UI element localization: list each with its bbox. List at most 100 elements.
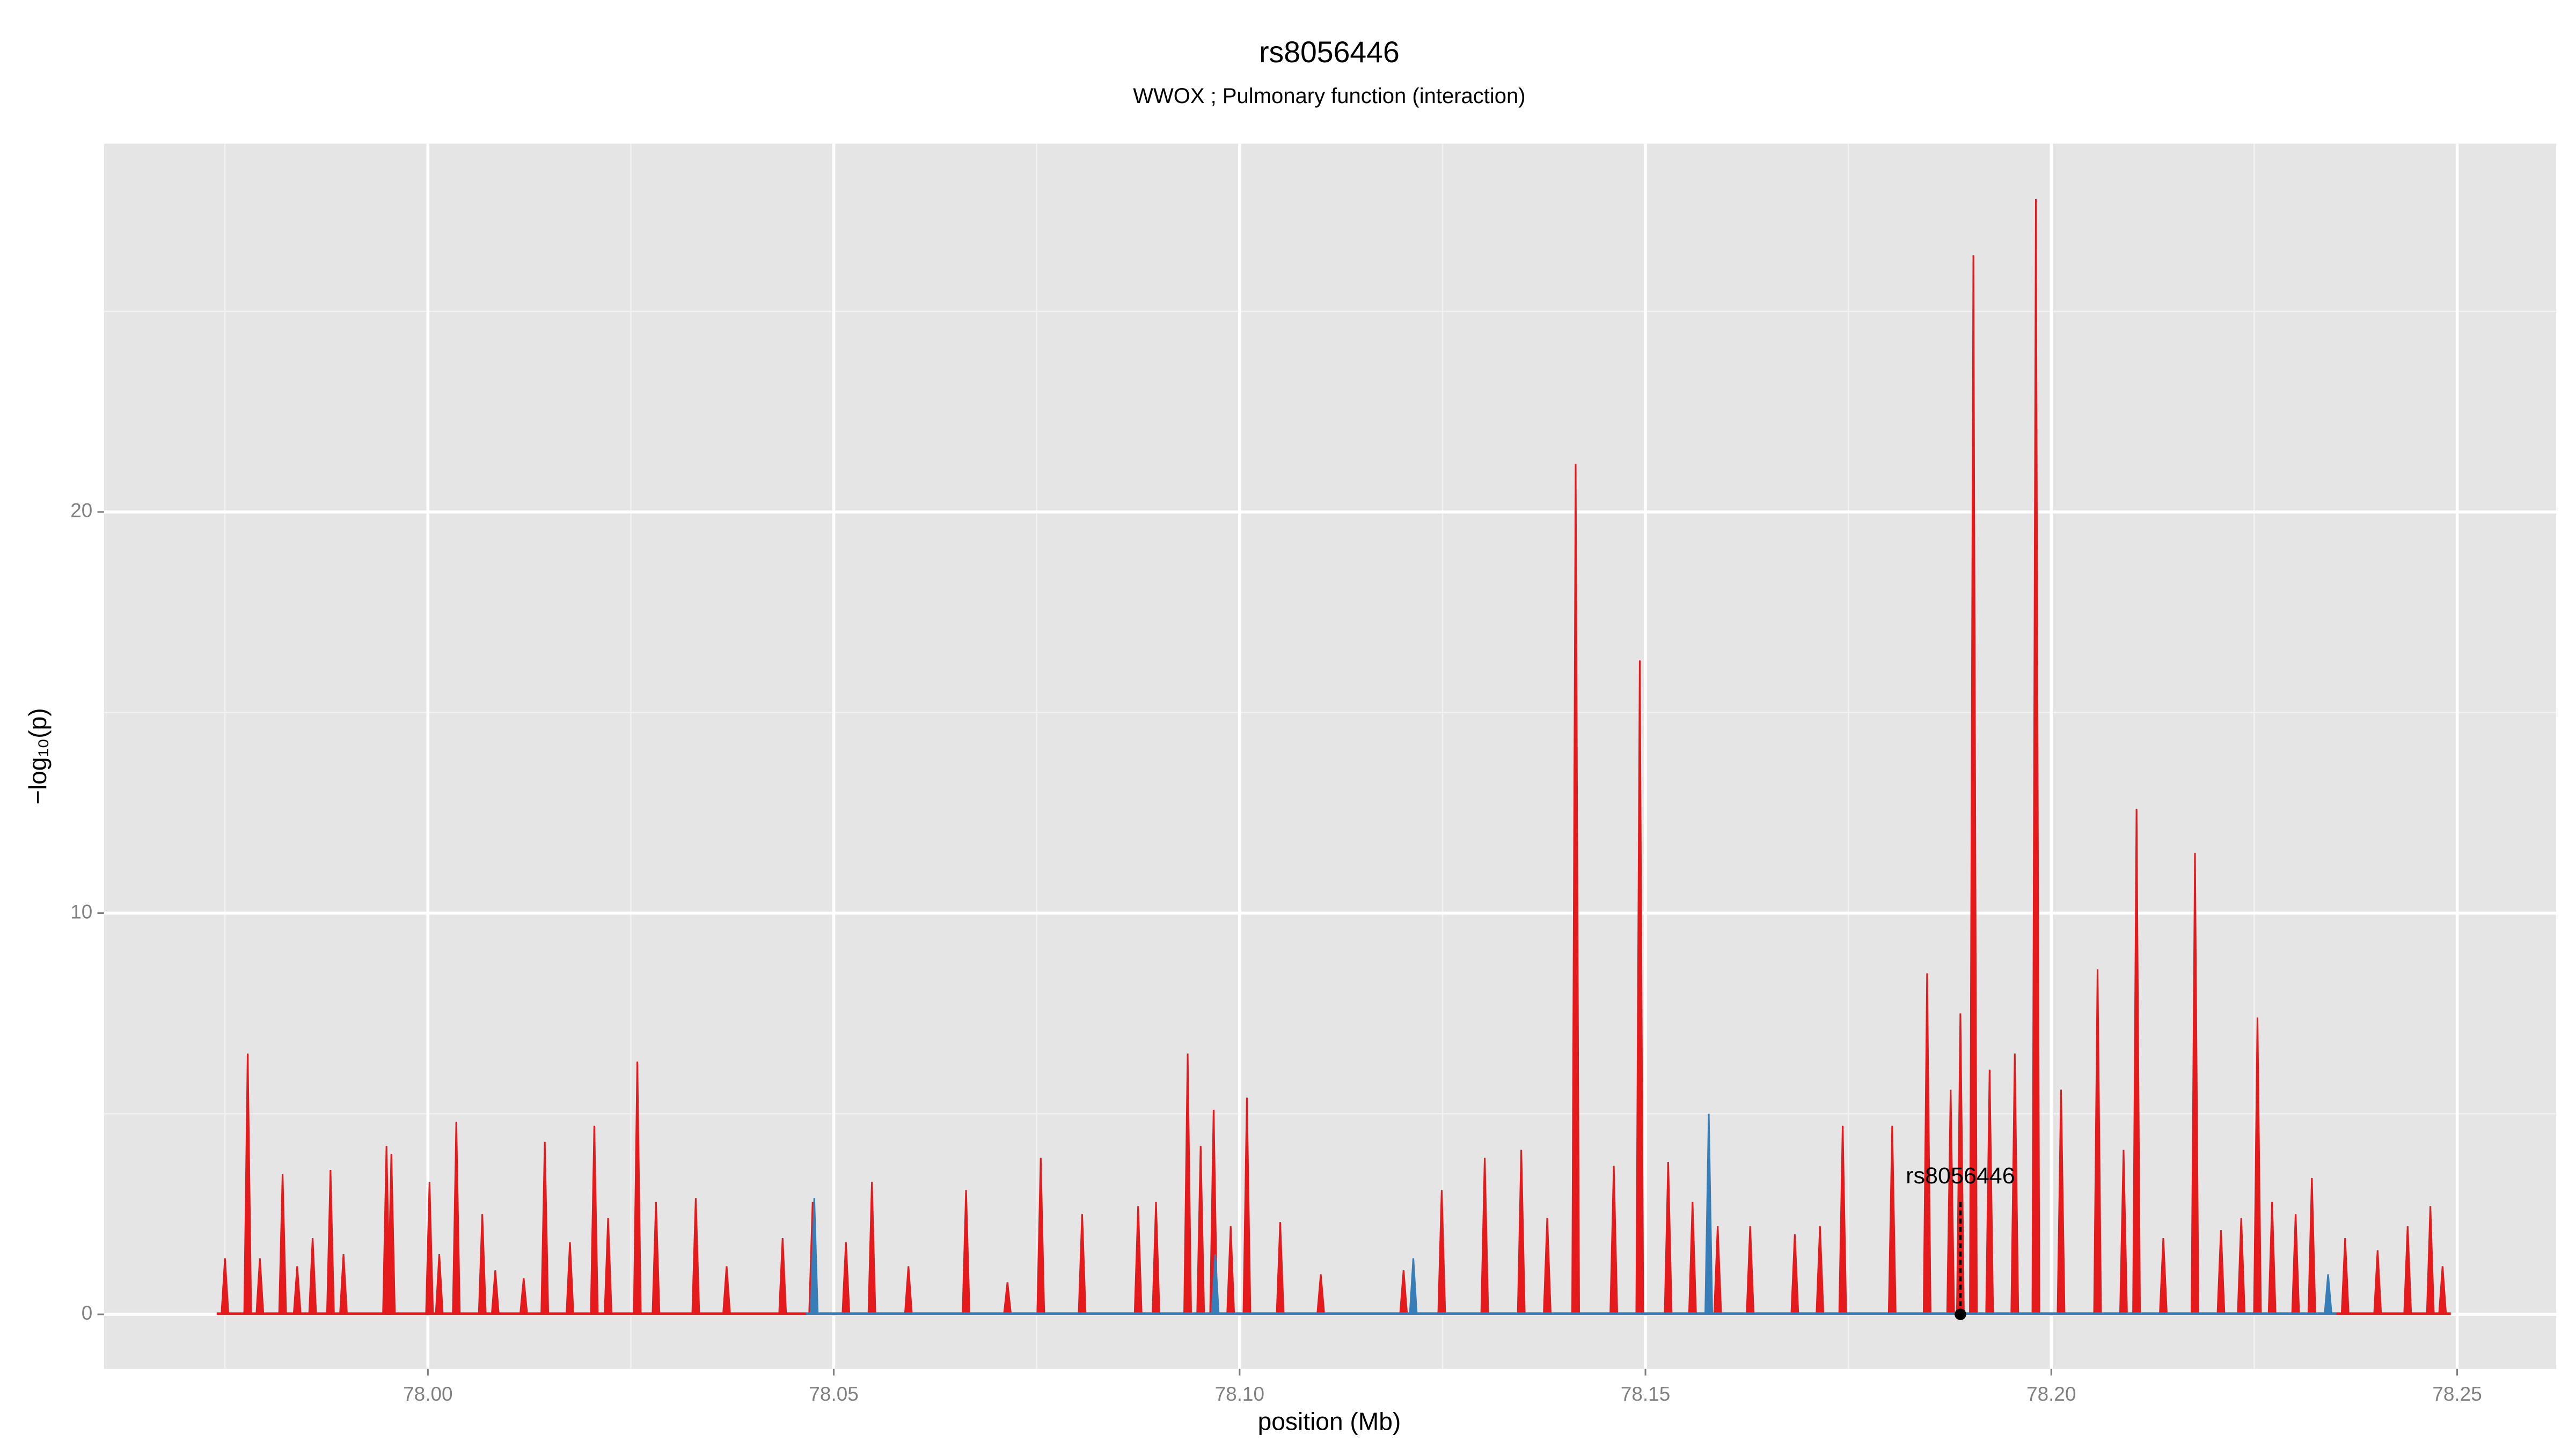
spike	[2031, 199, 2040, 1315]
x-tick-label: 78.05	[809, 1383, 858, 1405]
spike	[1152, 1202, 1161, 1315]
spike	[2057, 1089, 2066, 1315]
spike	[387, 1154, 396, 1315]
x-tick-label: 78.20	[2026, 1383, 2076, 1405]
spike	[2291, 1214, 2300, 1315]
spike	[2093, 969, 2102, 1315]
spike	[1571, 464, 1580, 1315]
spike	[1480, 1158, 1489, 1315]
spike	[962, 1190, 971, 1315]
spike	[2216, 1230, 2226, 1315]
spike	[1003, 1282, 1012, 1315]
spike	[1316, 1274, 1326, 1315]
annotation-point	[1955, 1308, 1966, 1320]
y-tick-label: 20	[70, 500, 92, 522]
spike	[604, 1218, 613, 1315]
y-axis-label: −log₁₀(p)	[24, 708, 52, 804]
plot-panel	[104, 143, 2557, 1369]
spike	[221, 1258, 230, 1315]
spike	[778, 1238, 787, 1315]
spike	[2373, 1250, 2382, 1315]
spike	[308, 1238, 317, 1315]
spike	[1036, 1158, 1045, 1315]
spike	[1838, 1125, 1847, 1315]
spike	[540, 1141, 550, 1315]
spike	[1713, 1226, 1722, 1315]
spike	[1985, 1070, 1994, 1315]
spike	[1211, 1254, 1220, 1315]
spike	[722, 1266, 731, 1315]
x-tick-label: 78.15	[1621, 1383, 1670, 1405]
annotation-label: rs8056446	[1906, 1163, 2015, 1189]
spike	[2132, 809, 2141, 1315]
spike	[1226, 1226, 1235, 1315]
baseline	[806, 1312, 2337, 1315]
spike	[1635, 660, 1644, 1315]
spike	[1242, 1097, 1252, 1315]
x-tick-label: 78.25	[2432, 1383, 2482, 1405]
y-tick-label: 0	[82, 1302, 93, 1324]
spike	[867, 1182, 876, 1315]
spike	[1437, 1190, 1446, 1315]
spike	[904, 1266, 913, 1315]
spike	[435, 1254, 444, 1315]
spike	[1399, 1270, 1408, 1315]
spike	[2307, 1177, 2316, 1315]
spike	[292, 1266, 302, 1315]
spike	[491, 1270, 500, 1315]
spike	[2267, 1202, 2277, 1315]
spike	[1969, 255, 1978, 1315]
spike	[1183, 1053, 1192, 1315]
spike	[519, 1278, 528, 1315]
spike	[2340, 1238, 2350, 1315]
spike	[2159, 1238, 2168, 1315]
spike	[2119, 1150, 2128, 1315]
spike	[2403, 1226, 2412, 1315]
x-axis-label: position (Mb)	[1258, 1407, 1401, 1435]
spike	[1704, 1114, 1714, 1315]
spike	[1196, 1146, 1205, 1315]
spike	[1078, 1214, 1087, 1315]
spike	[278, 1174, 287, 1315]
spike	[339, 1254, 348, 1315]
spike	[255, 1258, 265, 1315]
x-tick-label: 78.10	[1215, 1383, 1264, 1405]
spike	[1543, 1218, 1552, 1315]
spike	[478, 1214, 487, 1315]
spike	[652, 1202, 661, 1315]
spike	[1922, 973, 1931, 1315]
x-tick-label: 78.00	[403, 1383, 452, 1405]
spike	[2253, 1017, 2262, 1315]
spike	[810, 1198, 819, 1315]
chart-title: rs8056446	[1259, 35, 1400, 69]
spike	[1276, 1222, 1285, 1315]
spike	[243, 1053, 252, 1315]
spike	[1816, 1226, 1825, 1315]
spike	[2010, 1053, 2019, 1315]
spike	[841, 1242, 851, 1315]
spike	[1956, 1013, 1965, 1315]
spike	[2438, 1266, 2447, 1315]
spike	[1133, 1206, 1143, 1315]
spike	[1609, 1166, 1619, 1315]
spike	[2191, 853, 2200, 1315]
spike	[2237, 1218, 2246, 1315]
spike	[566, 1242, 575, 1315]
spike	[2426, 1206, 2435, 1315]
spike	[633, 1062, 642, 1315]
spike	[326, 1169, 335, 1315]
spike	[1688, 1202, 1697, 1315]
spike	[691, 1198, 700, 1315]
spike	[1946, 1089, 1955, 1315]
y-tick-label: 10	[70, 901, 92, 923]
spike	[452, 1122, 461, 1315]
spike	[1409, 1258, 1418, 1315]
spike	[1517, 1150, 1526, 1315]
chart-subtitle: WWOX ; Pulmonary function (interaction)	[1133, 84, 1525, 108]
spike	[2324, 1274, 2333, 1315]
spike	[425, 1182, 434, 1315]
spike	[1664, 1162, 1673, 1315]
spike	[1887, 1125, 1897, 1315]
